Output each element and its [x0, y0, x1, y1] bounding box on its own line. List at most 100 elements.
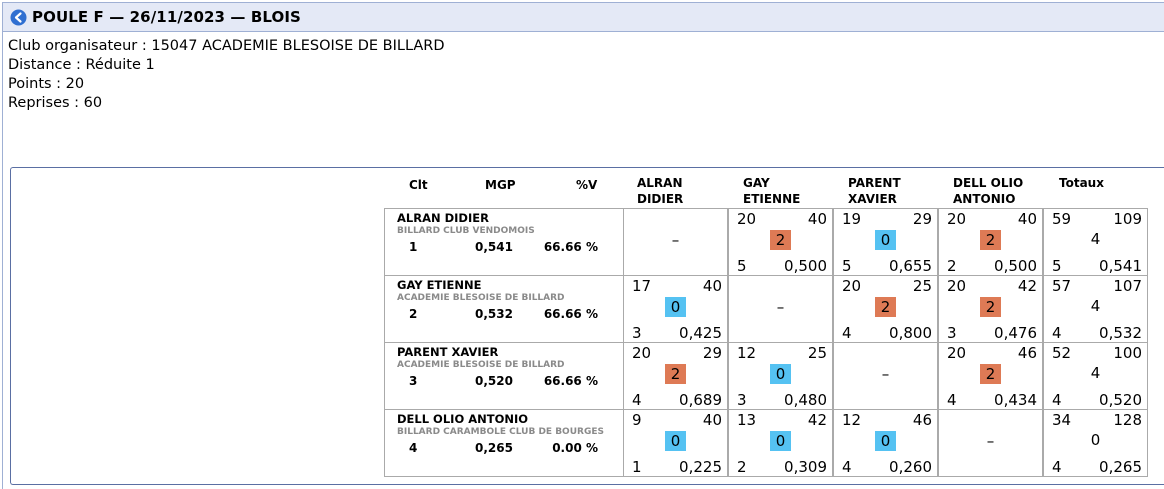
header-clt: Clt: [409, 178, 428, 192]
header-col-1: ALRAN DIDIER: [637, 176, 684, 206]
result-wrapper: 2: [834, 297, 937, 317]
empty-dash: –: [881, 365, 890, 383]
player-rank: 1: [409, 240, 418, 254]
results-grid-panel: [10, 167, 1164, 485]
title-bar: POULE F — 26/11/2023 — BLOIS: [2, 2, 1164, 32]
match-cell: 20 25 2 4 0,800: [833, 275, 938, 343]
player-mgp: 0,520: [475, 374, 513, 388]
match-cell: 17 40 0 3 0,425: [623, 275, 728, 343]
average: 0,532: [1099, 324, 1142, 342]
reprises: 3: [947, 324, 957, 342]
target: 29: [702, 344, 722, 362]
points: 52: [1052, 344, 1072, 362]
match-cell: 9 40 0 1 0,225: [623, 409, 728, 477]
points: 19: [842, 210, 862, 228]
result-wrapper: 2: [939, 364, 1042, 384]
result-wrapper: 0: [729, 431, 832, 451]
target: 128: [1113, 411, 1142, 429]
points: 34: [1052, 411, 1072, 429]
self-cell: –: [728, 275, 833, 343]
reprises: 4: [842, 324, 852, 342]
reprises: 4: [842, 458, 852, 476]
points: 12: [842, 411, 862, 429]
player-name[interactable]: DELL OLIO ANTONIO: [397, 412, 529, 426]
info-reprises: Reprises : 60: [8, 95, 103, 111]
player-win-pct: 0.00 %: [552, 441, 598, 455]
result-wrapper: 2: [624, 364, 727, 384]
player-rank: 2: [409, 307, 418, 321]
win-badge: 2: [980, 297, 1001, 317]
back-arrow-icon[interactable]: [10, 9, 27, 26]
match-cell: 20 29 2 4 0,689: [623, 342, 728, 410]
match-cell: 13 42 0 2 0,309: [728, 409, 833, 477]
reprises: 2: [947, 257, 957, 275]
empty-dash: –: [671, 231, 680, 249]
average: 0,425: [679, 324, 722, 342]
player-club: ACADEMIE BLESOISE DE BILLARD: [397, 293, 565, 303]
reprises: 5: [1052, 257, 1062, 275]
totals-cell: 57 107 4 4 0,532: [1043, 275, 1148, 343]
points: 9: [632, 411, 642, 429]
average: 0,500: [784, 257, 827, 275]
content-panel: [2, 31, 1164, 489]
total-match-points: 4: [1090, 297, 1101, 315]
result-wrapper: 2: [939, 230, 1042, 250]
player-rank: 3: [409, 374, 418, 388]
reprises: 3: [632, 324, 642, 342]
player-row: DELL OLIO ANTONIO BILLARD CARAMBOLE CLUB …: [384, 409, 624, 477]
match-cell: 20 40 2 5 0,500: [728, 208, 833, 276]
reprises: 5: [842, 257, 852, 275]
player-mgp: 0,265: [475, 441, 513, 455]
reprises: 4: [947, 391, 957, 409]
reprises: 4: [632, 391, 642, 409]
player-win-pct: 66.66 %: [543, 240, 598, 254]
target: 29: [912, 210, 932, 228]
totals-cell: 34 128 0 4 0,265: [1043, 409, 1148, 477]
player-name[interactable]: GAY ETIENNE: [397, 278, 482, 292]
target: 109: [1113, 210, 1142, 228]
target: 40: [807, 210, 827, 228]
average: 0,480: [784, 391, 827, 409]
player-row: GAY ETIENNE ACADEMIE BLESOISE DE BILLARD 2…: [384, 275, 624, 343]
average: 0,309: [784, 458, 827, 476]
points: 57: [1052, 277, 1072, 295]
target: 46: [1017, 344, 1037, 362]
points: 20: [737, 210, 757, 228]
info-club: Club organisateur : 15047 ACADEMIE BLESO…: [8, 38, 445, 54]
empty-dash: –: [776, 298, 785, 316]
match-cell: 20 40 2 2 0,500: [938, 208, 1043, 276]
average: 0,434: [994, 391, 1037, 409]
average: 0,655: [889, 257, 932, 275]
reprises: 4: [1052, 458, 1062, 476]
reprises: 2: [737, 458, 747, 476]
target: 40: [702, 411, 722, 429]
match-cell: 19 29 0 5 0,655: [833, 208, 938, 276]
loss-badge: 0: [875, 230, 896, 250]
total-match-points: 4: [1090, 230, 1101, 248]
win-badge: 2: [980, 230, 1001, 250]
match-cell: 20 42 2 3 0,476: [938, 275, 1043, 343]
player-name[interactable]: PARENT XAVIER: [397, 345, 499, 359]
reprises: 4: [1052, 391, 1062, 409]
header-mgp: MGP: [485, 178, 516, 192]
self-cell: –: [833, 342, 938, 410]
player-win-pct: 66.66 %: [543, 307, 598, 321]
info-points: Points : 20: [8, 76, 85, 92]
average: 0,260: [889, 458, 932, 476]
result-wrapper: 0: [624, 431, 727, 451]
player-row: PARENT XAVIER ACADEMIE BLESOISE DE BILLAR…: [384, 342, 624, 410]
win-badge: 2: [770, 230, 791, 250]
points: 20: [947, 210, 967, 228]
loss-badge: 0: [770, 364, 791, 384]
target: 25: [912, 277, 932, 295]
player-club: ACADEMIE BLESOISE DE BILLARD: [397, 360, 565, 370]
average: 0,225: [679, 458, 722, 476]
header-col-3: PARENT XAVIER: [848, 176, 901, 206]
player-club: BILLARD CARAMBOLE CLUB DE BOURGES: [397, 427, 604, 437]
self-cell: –: [938, 409, 1043, 477]
header-col-4: DELL OLIO ANTONIO: [953, 176, 1024, 206]
player-name[interactable]: ALRAN DIDIER: [397, 211, 489, 225]
average: 0,500: [994, 257, 1037, 275]
loss-badge: 0: [665, 431, 686, 451]
result-wrapper: 0: [834, 230, 937, 250]
